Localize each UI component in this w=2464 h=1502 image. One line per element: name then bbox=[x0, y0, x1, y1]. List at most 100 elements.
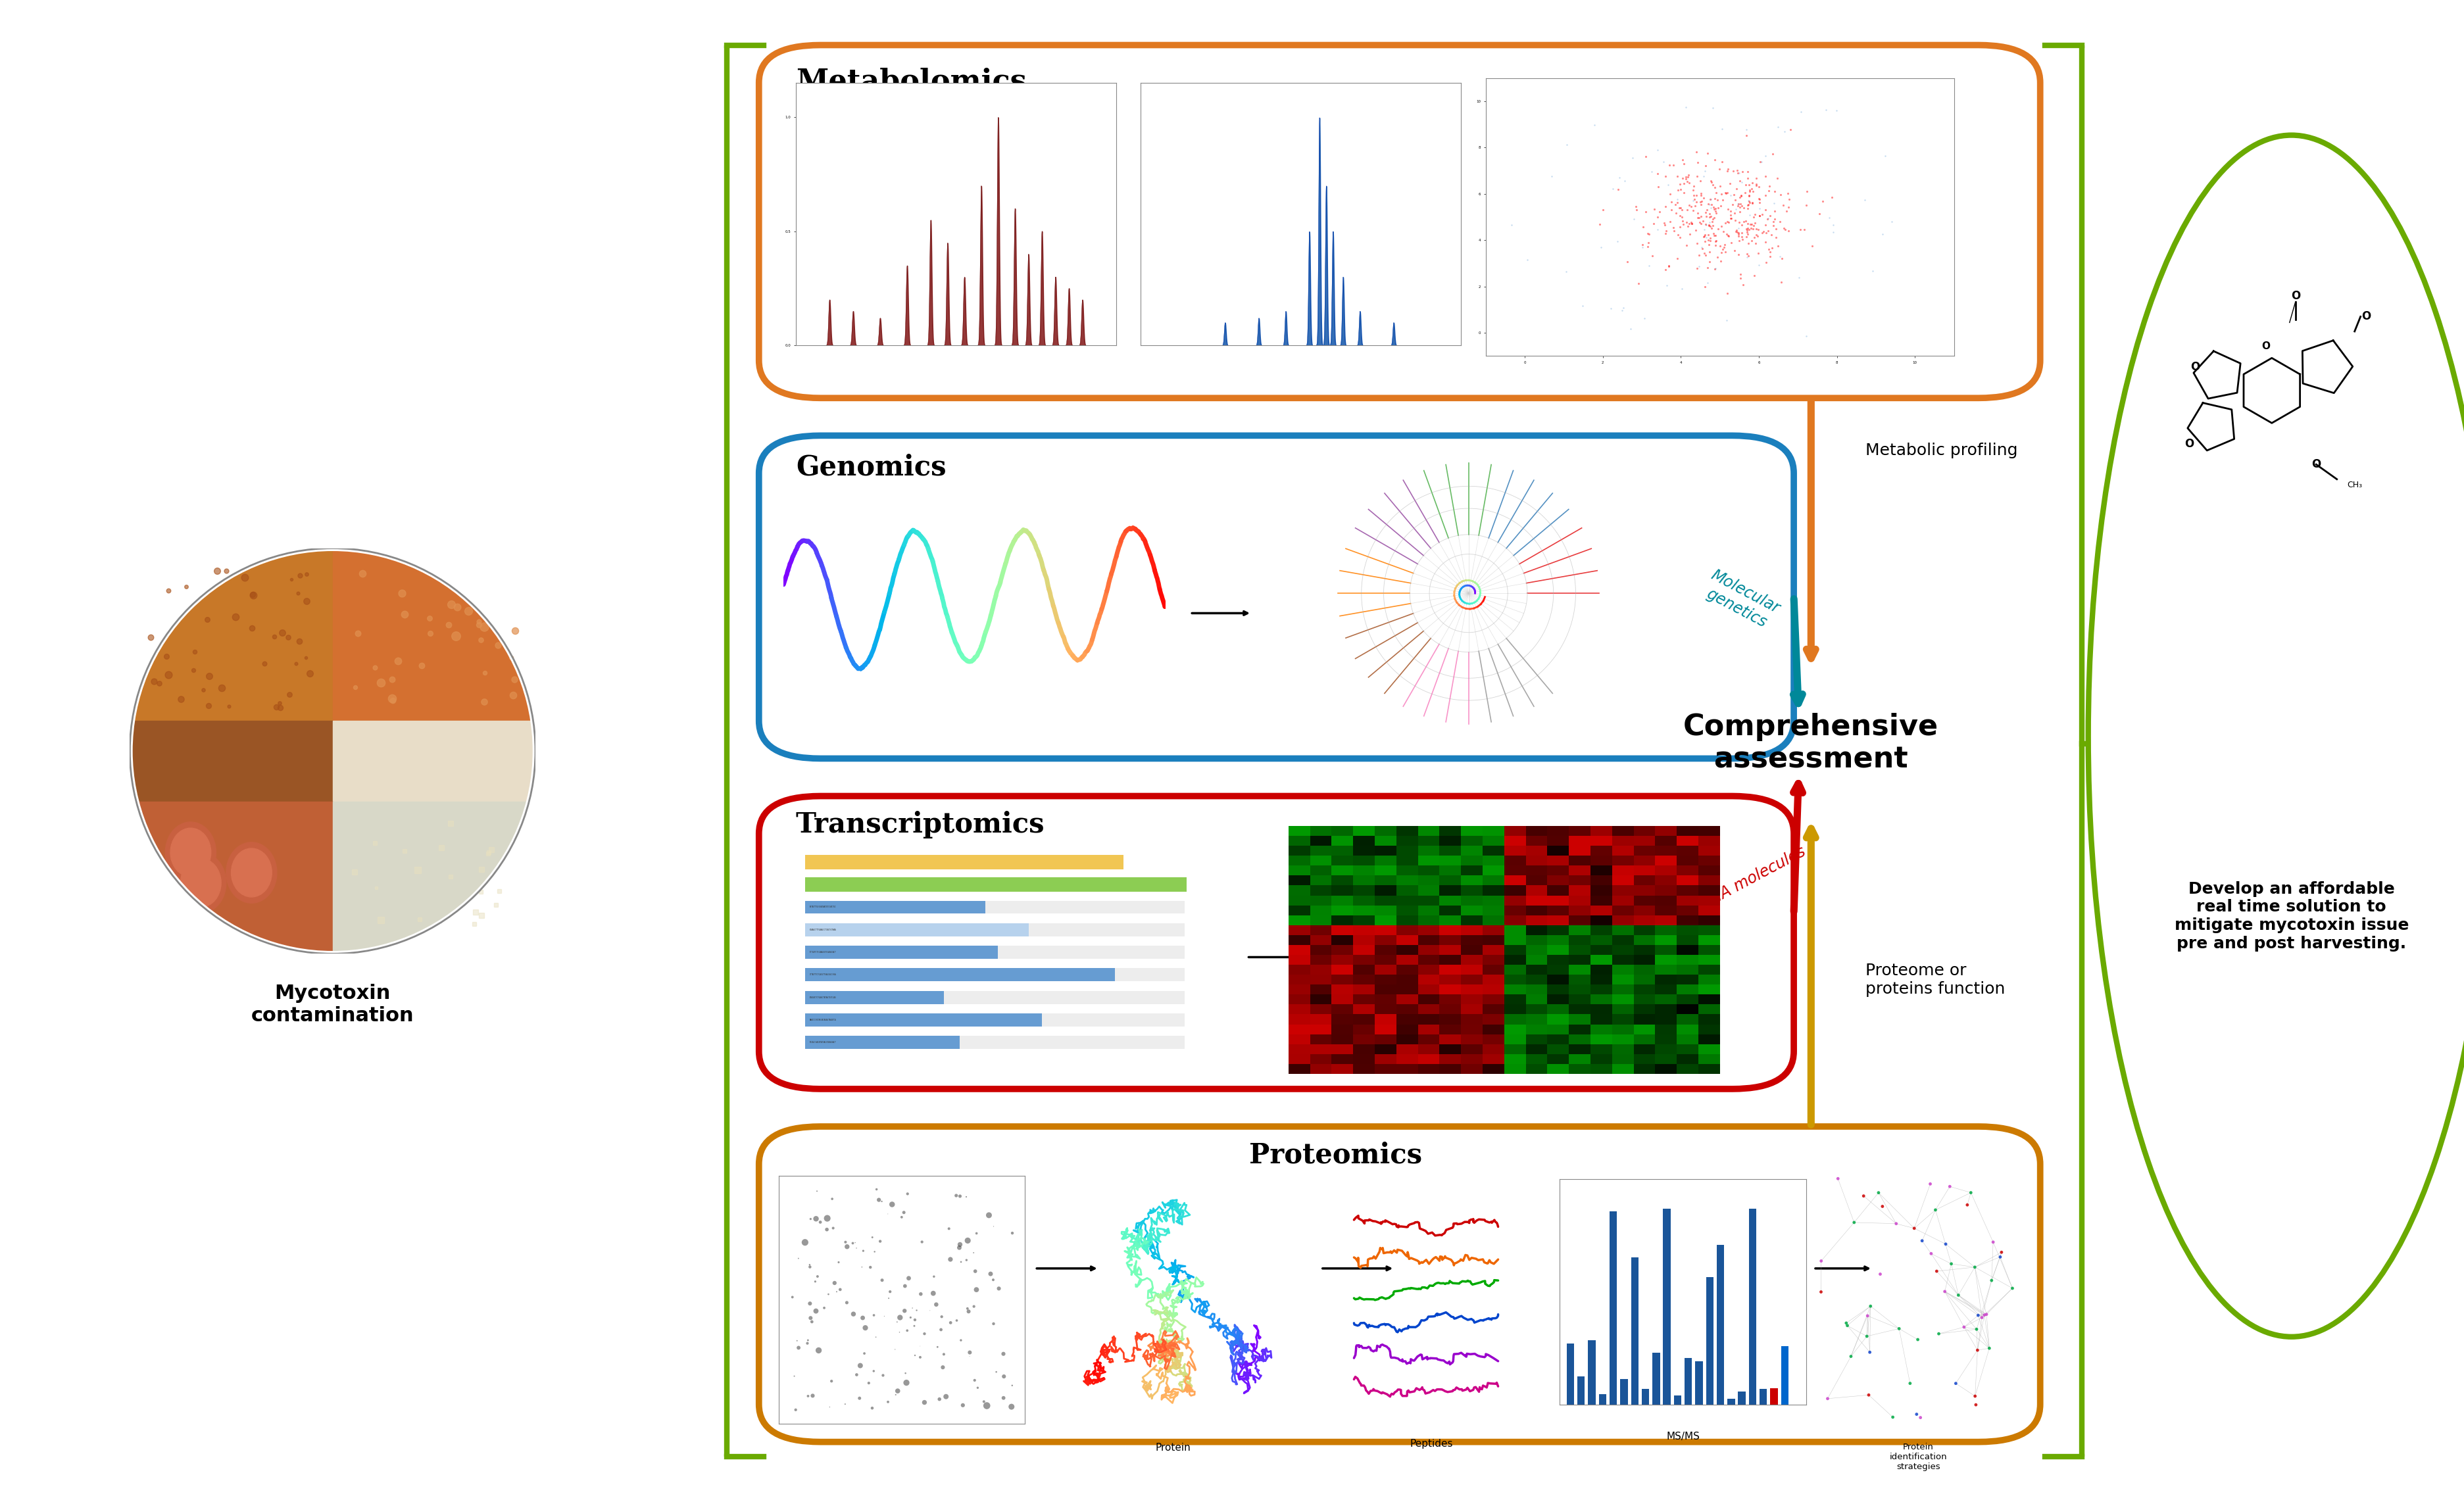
Point bbox=[936, 1308, 976, 1332]
Point bbox=[1678, 150, 1717, 174]
Point bbox=[1742, 203, 1781, 227]
Point bbox=[865, 1304, 904, 1328]
Point bbox=[1762, 183, 1801, 207]
Point bbox=[1680, 191, 1720, 215]
Point bbox=[1688, 222, 1727, 246]
Point bbox=[1690, 233, 1730, 257]
Point bbox=[1710, 171, 1749, 195]
Point bbox=[1639, 174, 1678, 198]
Point bbox=[1863, 222, 1902, 246]
Text: Comprehensive
assessment: Comprehensive assessment bbox=[1683, 713, 1939, 774]
Point bbox=[1745, 164, 1784, 188]
Point bbox=[1964, 1304, 2003, 1328]
Point bbox=[1974, 1230, 2013, 1254]
Point bbox=[904, 1391, 944, 1415]
Point bbox=[1752, 236, 1791, 260]
Ellipse shape bbox=[170, 828, 212, 877]
Point bbox=[1688, 141, 1727, 165]
Point bbox=[1740, 191, 1779, 215]
Point bbox=[922, 1317, 961, 1341]
Point bbox=[1700, 158, 1740, 182]
Point bbox=[1683, 164, 1722, 188]
Point bbox=[971, 1262, 1010, 1286]
Bar bbox=[806, 1036, 958, 1048]
Text: TCTCATCTCCAAGGGTCGAGGCACT: TCTCATCTCCAAGGGTCGAGGCACT bbox=[808, 951, 835, 954]
Point bbox=[1690, 204, 1730, 228]
Point bbox=[1759, 116, 1799, 140]
Point bbox=[828, 1235, 867, 1259]
Point bbox=[1695, 186, 1735, 210]
Point bbox=[1708, 308, 1747, 332]
Point bbox=[1712, 159, 1752, 183]
Point bbox=[1720, 263, 1759, 287]
Bar bbox=[806, 901, 1185, 913]
Point bbox=[880, 1320, 919, 1344]
Point bbox=[1858, 1181, 1897, 1205]
Point bbox=[1737, 173, 1777, 197]
Point bbox=[1764, 216, 1804, 240]
Point bbox=[860, 1188, 899, 1212]
Point bbox=[1749, 174, 1789, 198]
Point bbox=[1533, 164, 1572, 188]
Bar bbox=[1705, 1277, 1712, 1404]
Bar bbox=[1717, 1245, 1725, 1404]
Point bbox=[1663, 180, 1703, 204]
FancyBboxPatch shape bbox=[759, 436, 1794, 759]
Point bbox=[1708, 180, 1747, 204]
Point bbox=[951, 1344, 991, 1368]
Text: O: O bbox=[2311, 458, 2321, 470]
Point bbox=[1680, 183, 1720, 207]
Point bbox=[1597, 228, 1636, 252]
Point bbox=[1715, 239, 1754, 263]
Point bbox=[1666, 165, 1705, 189]
Point bbox=[1727, 221, 1767, 245]
Point bbox=[949, 1299, 988, 1323]
Point bbox=[936, 1184, 976, 1208]
Point bbox=[857, 1178, 897, 1202]
Point bbox=[946, 1248, 986, 1272]
Point bbox=[798, 1338, 838, 1362]
Point bbox=[1592, 296, 1631, 320]
Point bbox=[1582, 236, 1621, 260]
Point bbox=[1693, 221, 1732, 245]
Point bbox=[1720, 216, 1759, 240]
Point bbox=[1698, 197, 1737, 221]
Point bbox=[1917, 1259, 1956, 1283]
Point bbox=[1658, 246, 1698, 270]
Point bbox=[1717, 221, 1757, 245]
Bar bbox=[1609, 1211, 1616, 1404]
Point bbox=[1700, 174, 1740, 198]
Point bbox=[1853, 258, 1892, 282]
Point bbox=[1954, 1256, 1993, 1280]
Point bbox=[1643, 150, 1683, 174]
Point bbox=[944, 1394, 983, 1418]
Point bbox=[1663, 209, 1703, 233]
Point bbox=[1631, 243, 1671, 267]
Point bbox=[1690, 188, 1730, 212]
Point bbox=[1749, 206, 1789, 230]
Point bbox=[1671, 210, 1710, 234]
Point bbox=[1786, 179, 1826, 203]
Point bbox=[1804, 189, 1843, 213]
Point bbox=[1712, 231, 1752, 255]
Point bbox=[1740, 204, 1779, 228]
Point bbox=[1740, 252, 1779, 276]
Point bbox=[1959, 1304, 1998, 1328]
Text: Proteomics: Proteomics bbox=[1249, 1142, 1422, 1169]
Point bbox=[1747, 207, 1786, 231]
Point bbox=[1634, 212, 1673, 236]
Point bbox=[1624, 215, 1663, 239]
Point bbox=[1727, 159, 1767, 183]
Point bbox=[1740, 186, 1779, 210]
Text: Develop an affordable
real time solution to
mitigate mycotoxin issue
pre and pos: Develop an affordable real time solution… bbox=[2173, 880, 2410, 952]
Point bbox=[1671, 222, 1710, 246]
Point bbox=[1727, 242, 1767, 266]
Point bbox=[1725, 180, 1764, 204]
Bar bbox=[1577, 1376, 1584, 1404]
Point bbox=[1574, 113, 1614, 137]
Point bbox=[1631, 159, 1671, 183]
Point bbox=[1673, 198, 1712, 222]
Point bbox=[919, 1388, 958, 1412]
Point bbox=[1708, 224, 1747, 248]
Point bbox=[1740, 242, 1779, 266]
